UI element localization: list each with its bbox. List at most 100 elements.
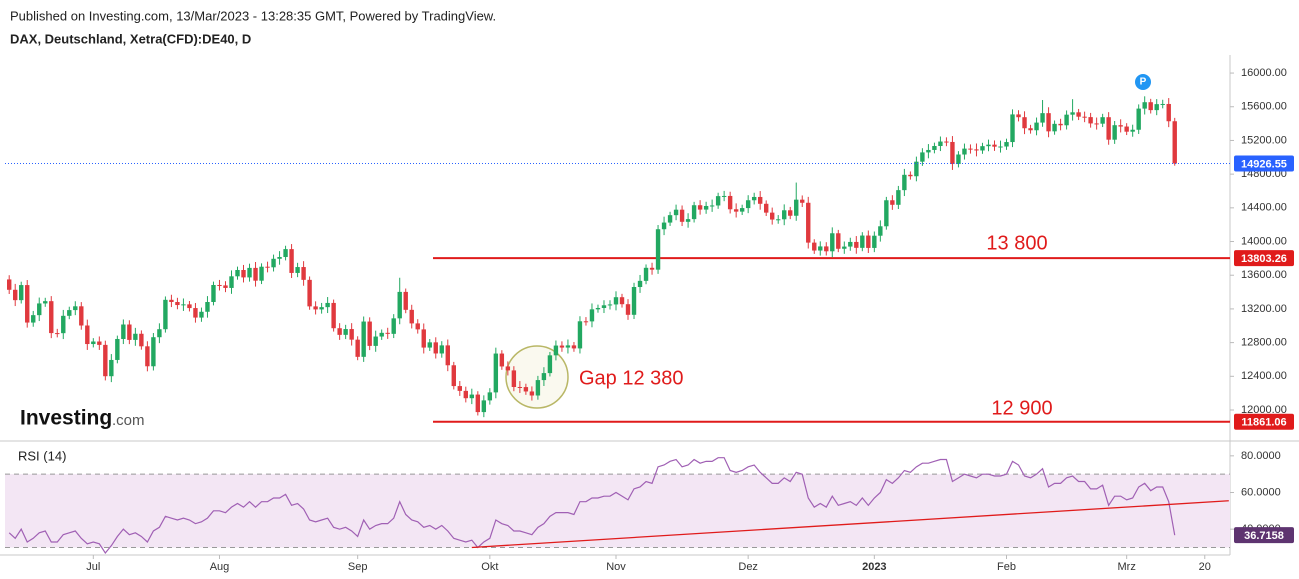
candle-body	[445, 345, 450, 366]
candle-body	[1124, 126, 1129, 132]
candle-body	[998, 146, 1003, 148]
annotation: Gap 12 380	[579, 367, 684, 389]
candle-body	[271, 258, 276, 268]
candle-body	[1136, 108, 1141, 130]
candle-body	[343, 329, 348, 335]
candle-body	[818, 246, 823, 251]
level-tag-bg	[1234, 250, 1294, 267]
y-tick-label: 12800.00	[1241, 337, 1287, 349]
y-tick-label: 12400.00	[1241, 370, 1287, 382]
candle-body	[43, 301, 48, 304]
candle-body	[307, 279, 312, 307]
rsi-y-tick-label: 80.0000	[1241, 450, 1281, 462]
candle-body	[469, 394, 475, 399]
candle-body	[325, 302, 330, 308]
candle-body	[499, 353, 505, 367]
candle-body	[842, 246, 847, 249]
candle-body	[1004, 142, 1009, 147]
y-tick-label: 15200.00	[1241, 134, 1287, 146]
candle-body	[475, 394, 481, 413]
candle-body	[397, 291, 402, 319]
candle-body	[1112, 125, 1117, 140]
level-tag: 11861.06	[1241, 417, 1286, 429]
candle-body	[697, 205, 703, 210]
candle-body	[559, 345, 565, 348]
candle-body	[914, 161, 919, 177]
y-tick-label: 14400.00	[1241, 202, 1287, 214]
candle-body	[265, 266, 270, 268]
candle-body	[625, 304, 631, 315]
candle-body	[523, 387, 529, 392]
candle-body	[403, 291, 408, 310]
logo: Investing	[20, 407, 112, 430]
candle-body	[19, 285, 24, 301]
candle-body	[1076, 112, 1081, 117]
candle-body	[974, 149, 979, 151]
candle-body	[836, 233, 841, 249]
y-tick-label: 13600.00	[1241, 269, 1287, 281]
candle-body	[655, 229, 661, 270]
candle-body	[463, 390, 469, 399]
candle-body	[49, 301, 54, 334]
candle-body	[295, 267, 300, 273]
candle-body	[613, 297, 619, 305]
candle-body	[535, 380, 541, 396]
candle-body	[187, 304, 192, 309]
candle-body	[493, 353, 499, 393]
candle-body	[770, 212, 775, 220]
candle-body	[205, 302, 210, 312]
level-tag-bg	[1234, 413, 1294, 430]
candle-body	[211, 284, 216, 303]
candle-body	[517, 386, 523, 388]
x-tick-label: Mrz	[1118, 561, 1136, 573]
candle-body	[217, 284, 222, 286]
rsi-last-tag-bg	[1234, 527, 1294, 544]
candle-body	[355, 339, 360, 357]
candle-body	[872, 235, 877, 248]
candle-body	[1172, 121, 1177, 164]
candle-body	[1154, 104, 1159, 111]
candle-body	[313, 306, 318, 310]
candle-body	[97, 341, 102, 345]
logo-suffix: .com	[112, 412, 145, 429]
candle-body	[13, 289, 18, 301]
candle-body	[553, 345, 559, 356]
candle-body	[487, 392, 493, 401]
candle-body	[277, 257, 282, 259]
candle-body	[1046, 113, 1051, 132]
candle-body	[908, 174, 913, 177]
candle-body	[115, 338, 120, 360]
candle-body	[776, 219, 781, 221]
candle-body	[481, 400, 487, 413]
rsi-line	[8, 457, 1176, 554]
candle-body	[319, 307, 324, 310]
candle-body	[1028, 128, 1033, 131]
candle-body	[721, 195, 727, 197]
candle-body	[932, 146, 937, 150]
candle-body	[223, 285, 228, 288]
candle-body	[830, 233, 835, 252]
candle-body	[1160, 103, 1165, 105]
x-tick-label: Okt	[481, 561, 498, 573]
candle-body	[890, 200, 895, 205]
candle-body	[896, 190, 901, 205]
candle-body	[938, 141, 943, 147]
candle-body	[1022, 117, 1027, 129]
candle-body	[1082, 116, 1087, 118]
candle-body	[103, 344, 108, 377]
gap-circle	[505, 345, 569, 409]
candle-body	[739, 208, 745, 212]
candle-body	[139, 333, 144, 347]
y-tick-label: 15600.00	[1241, 101, 1287, 113]
candle-body	[253, 267, 258, 281]
candle-body	[860, 235, 865, 248]
candle-body	[601, 305, 607, 308]
candle-body	[709, 205, 715, 207]
candle-body	[1040, 113, 1045, 123]
candle-body	[1034, 122, 1039, 131]
candle-body	[565, 345, 571, 348]
candle-body	[175, 302, 180, 306]
candle-body	[151, 337, 156, 367]
candle-body	[589, 309, 595, 322]
annotation: 12 900	[991, 397, 1052, 419]
